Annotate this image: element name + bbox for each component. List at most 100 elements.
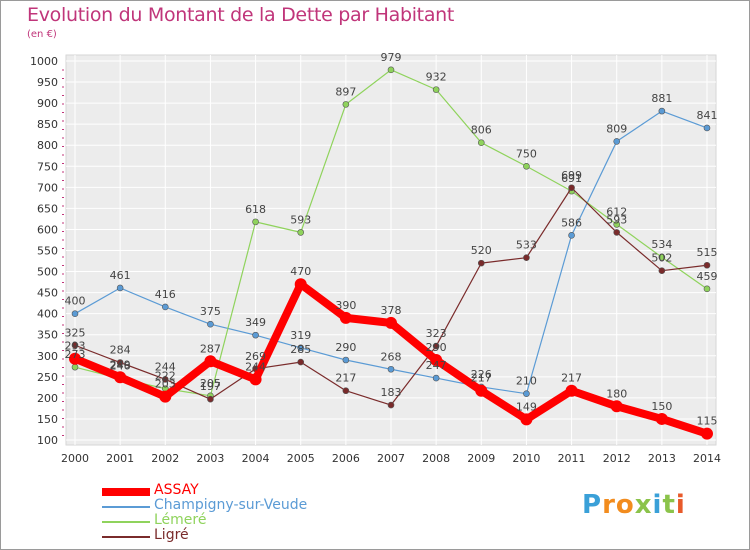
data-point xyxy=(613,229,621,236)
data-label: 226 xyxy=(471,368,492,381)
x-tick-label: 2000 xyxy=(61,452,89,465)
x-tick-label: 2012 xyxy=(603,452,631,465)
x-tick-label: 2013 xyxy=(648,452,676,465)
data-point xyxy=(159,390,172,403)
data-label: 459 xyxy=(697,270,718,283)
y-tick-label: 350 xyxy=(37,329,58,342)
data-label: 809 xyxy=(606,122,627,135)
legend-label: Ligré xyxy=(154,527,189,543)
data-label: 750 xyxy=(516,147,537,160)
legend-swatch xyxy=(102,521,150,523)
y-tick-label: 250 xyxy=(37,371,58,384)
data-label: 400 xyxy=(65,295,86,308)
data-label: 205 xyxy=(200,377,221,390)
y-tick-label: 200 xyxy=(37,392,58,405)
data-label: 290 xyxy=(335,341,356,354)
data-label: 293 xyxy=(65,340,86,353)
x-tick-label: 2006 xyxy=(332,452,360,465)
data-label: 273 xyxy=(65,348,86,361)
data-label: 375 xyxy=(200,305,221,318)
y-tick-label: 900 xyxy=(37,97,58,110)
data-point xyxy=(432,374,440,382)
data-label: 290 xyxy=(426,341,447,354)
data-label: 287 xyxy=(200,342,221,355)
data-point xyxy=(71,341,79,349)
logo-letter: r xyxy=(602,490,616,520)
y-tick-label: 850 xyxy=(37,118,58,131)
data-point xyxy=(432,342,440,350)
data-label: 197 xyxy=(200,380,221,393)
data-point xyxy=(475,384,488,397)
x-tick-label: 2003 xyxy=(196,452,224,465)
data-point xyxy=(523,390,530,397)
data-label: 247 xyxy=(426,359,447,372)
legend-swatch xyxy=(102,506,150,508)
x-tick-label: 2007 xyxy=(377,452,405,465)
data-point xyxy=(520,413,533,426)
data-label: 210 xyxy=(516,375,537,388)
data-point xyxy=(568,184,575,192)
data-label: 390 xyxy=(335,299,356,312)
data-point xyxy=(610,400,623,413)
data-point xyxy=(430,353,443,366)
data-point xyxy=(385,316,397,329)
data-label: 612 xyxy=(606,205,627,218)
x-tick-label: 2002 xyxy=(151,452,179,465)
data-point xyxy=(297,229,305,236)
data-label: 349 xyxy=(245,316,266,329)
data-label: 586 xyxy=(561,216,582,229)
data-label: 244 xyxy=(155,360,176,373)
data-label: 180 xyxy=(606,387,627,400)
data-point xyxy=(342,387,350,395)
x-tick-label: 2011 xyxy=(558,452,586,465)
data-label: 593 xyxy=(606,213,627,226)
data-point xyxy=(116,284,124,292)
y-tick-label: 800 xyxy=(37,139,58,152)
y-tick-label: 400 xyxy=(37,308,58,321)
data-label: 149 xyxy=(516,400,537,413)
data-point xyxy=(339,311,352,324)
data-label: 533 xyxy=(516,239,537,252)
data-point xyxy=(114,371,127,384)
data-label: 319 xyxy=(290,329,311,342)
legend-label: Champigny-sur-Veude xyxy=(154,497,308,513)
data-label: 244 xyxy=(245,360,266,373)
data-label: 897 xyxy=(335,85,356,98)
data-point xyxy=(703,124,711,132)
data-label: 284 xyxy=(110,344,131,357)
data-point xyxy=(387,365,395,373)
data-point xyxy=(252,331,259,339)
y-tick-label: 450 xyxy=(37,287,58,300)
data-label: 534 xyxy=(651,238,672,251)
data-label: 515 xyxy=(697,246,718,259)
data-label: 246 xyxy=(110,360,131,373)
data-label: 217 xyxy=(335,372,356,385)
data-label: 593 xyxy=(290,213,311,226)
data-label: 378 xyxy=(381,304,402,317)
y-tick-label: 100 xyxy=(37,434,58,447)
data-label: 150 xyxy=(651,400,672,413)
chart-title: Evolution du Montant de la Dette par Hab… xyxy=(27,4,455,26)
y-tick-label: 700 xyxy=(37,181,58,194)
data-label: 841 xyxy=(697,109,718,122)
data-label: 217 xyxy=(471,372,492,385)
logo-letter: t xyxy=(662,490,676,520)
data-point xyxy=(249,373,262,386)
data-point xyxy=(477,139,485,146)
logo-letter: P xyxy=(582,490,603,520)
y-tick-label: 1000 xyxy=(30,55,58,68)
logo-letter: o xyxy=(615,490,635,520)
data-label: 222 xyxy=(155,370,176,383)
y-tick-label: 650 xyxy=(37,202,58,215)
data-label: 269 xyxy=(245,350,266,363)
data-label: 217 xyxy=(561,372,582,385)
data-point xyxy=(703,261,711,269)
data-label: 285 xyxy=(290,343,311,356)
x-tick-label: 2008 xyxy=(422,452,450,465)
data-label: 520 xyxy=(471,244,492,257)
data-point xyxy=(71,310,79,317)
data-label: 203 xyxy=(155,378,176,391)
data-point xyxy=(207,395,214,403)
data-label: 249 xyxy=(110,358,131,371)
